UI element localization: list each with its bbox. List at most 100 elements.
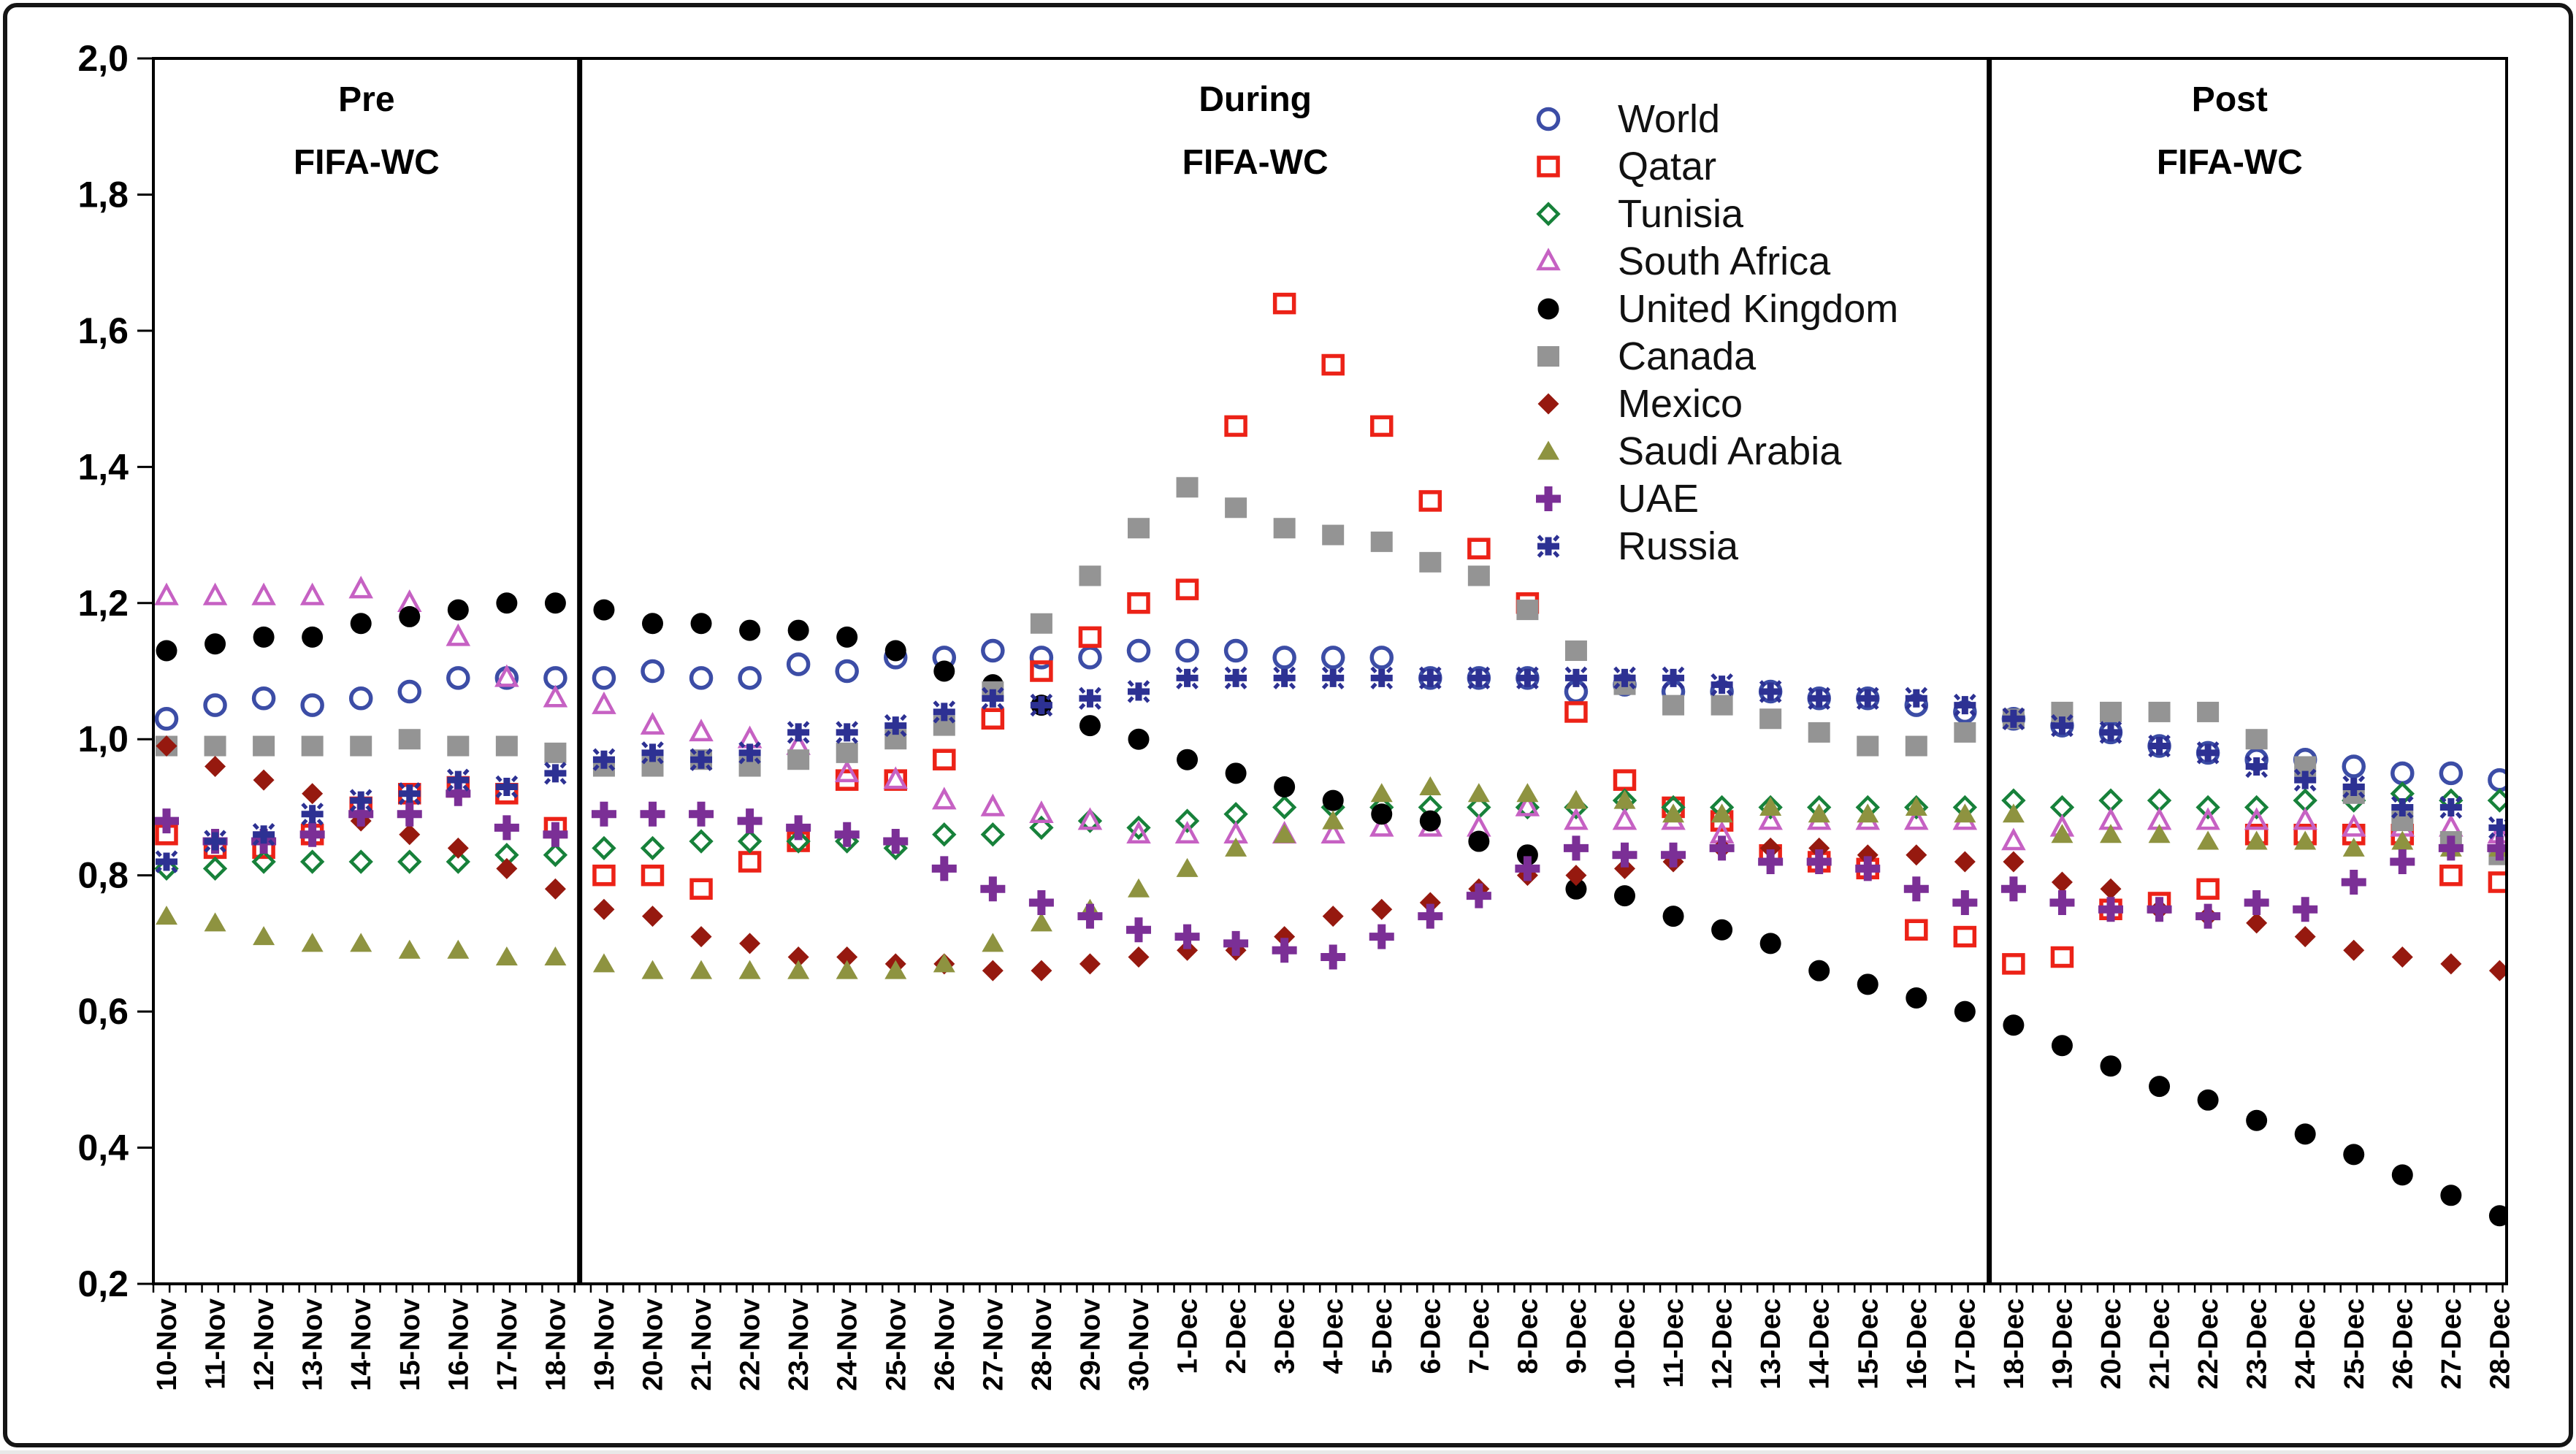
y-axis-label-0,4: 0,4	[77, 1128, 129, 1168]
marker-world-28-Nov	[1029, 646, 1054, 670]
x-axis-label-22-Dec: 22-Dec	[2193, 1298, 2224, 1390]
x-axis-label-26-Dec: 26-Dec	[2388, 1298, 2418, 1390]
marker-russia-25-Nov	[884, 713, 907, 738]
marker-south-africa-18-Nov	[543, 684, 568, 708]
marker-south-africa-24-Dec	[2293, 807, 2317, 830]
marker-tunisia-16-Nov	[446, 849, 470, 874]
marker-russia-2-Dec	[1224, 666, 1247, 690]
marker-tunisia-26-Nov	[932, 822, 957, 847]
marker-united-kingdom-18-Nov	[544, 592, 566, 614]
marker-world-27-Dec	[2439, 761, 2464, 786]
marker-russia-19-Nov	[592, 748, 616, 771]
marker-united-kingdom-14-Dec	[1808, 960, 1830, 982]
marker-qatar-1-Dec	[1175, 578, 1199, 600]
marker-south-africa-9-Dec	[1564, 807, 1589, 830]
x-axis-label-1-Dec: 1-Dec	[1173, 1298, 1204, 1374]
marker-qatar-28-Nov	[1030, 660, 1053, 682]
marker-canada-11-Dec	[1662, 695, 1685, 716]
marker-russia-26-Dec	[2390, 795, 2414, 819]
marker-uae-29-Nov	[1077, 903, 1103, 929]
x-axis-label-17-Dec: 17-Dec	[1950, 1298, 1981, 1390]
marker-world-1-Dec	[1175, 638, 1199, 663]
marker-qatar-4-Dec	[1321, 353, 1345, 376]
x-axis-label-23-Nov: 23-Nov	[784, 1298, 814, 1391]
x-axis-label-27-Dec: 27-Dec	[2437, 1298, 2467, 1390]
marker-qatar-7-Dec	[1467, 537, 1491, 559]
marker-saudi-arabia-22-Dec	[2197, 830, 2220, 850]
phase-label-line2: FIFA-WC	[1182, 143, 1329, 182]
marker-saudi-arabia-27-Nov	[982, 933, 1004, 952]
marker-canada-15-Dec	[1857, 735, 1879, 757]
marker-uae-13-Nov	[299, 822, 325, 847]
marker-united-kingdom-19-Dec	[2051, 1035, 2073, 1057]
marker-south-africa-1-Dec	[1174, 821, 1200, 843]
marker-mexico-16-Dec	[1906, 844, 1927, 866]
marker-uae-18-Nov	[543, 822, 568, 847]
x-axis-label-28-Nov: 28-Nov	[1027, 1298, 1058, 1391]
marker-tunisia-3-Dec	[1272, 795, 1297, 820]
marker-russia-13-Dec	[1759, 680, 1782, 703]
legend-label-canada: Canada	[1618, 334, 1757, 378]
legend-item-united-kingdom: United Kingdom	[1537, 287, 1898, 331]
marker-saudi-arabia-17-Nov	[495, 946, 518, 966]
marker-saudi-arabia-10-Dec	[1613, 789, 1636, 809]
marker-world-13-Nov	[300, 693, 324, 717]
marker-canada-14-Dec	[1808, 722, 1830, 743]
marker-qatar-22-Dec	[2196, 878, 2220, 900]
marker-united-kingdom-12-Dec	[1711, 919, 1733, 941]
y-axis-label-0,6: 0,6	[77, 991, 129, 1032]
marker-world-25-Dec	[2342, 754, 2366, 778]
marker-canada-20-Dec	[2100, 701, 2122, 722]
marker-qatar-18-Dec	[2002, 953, 2025, 975]
marker-tunisia-29-Nov	[1077, 808, 1103, 833]
y-axis-label-1,4: 1,4	[77, 446, 129, 487]
marker-canada-1-Dec	[1176, 477, 1199, 498]
marker-united-kingdom-24-Nov	[836, 626, 858, 648]
marker-saudi-arabia-30-Nov	[1128, 878, 1150, 898]
marker-united-kingdom-21-Dec	[2149, 1076, 2171, 1098]
marker-world-19-Nov	[592, 666, 616, 690]
marker-world-21-Nov	[689, 666, 714, 690]
marker-tunisia-22-Nov	[737, 829, 763, 854]
x-axis-label-22-Nov: 22-Nov	[735, 1298, 766, 1391]
marker-russia-6-Dec	[1418, 666, 1442, 690]
marker-russia-14-Dec	[1808, 686, 1831, 710]
marker-united-kingdom-3-Dec	[1274, 776, 1296, 797]
marker-russia-7-Dec	[1467, 666, 1491, 690]
y-axis-label-1,6: 1,6	[77, 310, 129, 351]
marker-saudi-arabia-12-Dec	[1711, 803, 1733, 823]
marker-russia-21-Dec	[2148, 734, 2171, 758]
marker-mexico-29-Nov	[1079, 953, 1101, 975]
marker-world-30-Nov	[1126, 638, 1151, 663]
marker-saudi-arabia-18-Dec	[2002, 803, 2025, 823]
x-axis-label-20-Nov: 20-Nov	[638, 1298, 669, 1391]
marker-saudi-arabia-8-Dec	[1516, 783, 1539, 803]
x-axis-label-19-Dec: 19-Dec	[2047, 1298, 2078, 1390]
marker-canada-8-Dec	[1516, 600, 1539, 621]
marker-tunisia-19-Nov	[592, 835, 616, 861]
marker-south-africa-25-Nov	[883, 766, 909, 789]
marker-saudi-arabia-17-Dec	[1954, 803, 1976, 823]
marker-canada-12-Dec	[1711, 695, 1733, 716]
marker-canada-4-Dec	[1322, 524, 1345, 546]
marker-russia-24-Dec	[2293, 768, 2317, 792]
data-marker-layer	[155, 292, 2505, 1227]
marker-saudi-arabia-7-Dec	[1467, 783, 1490, 803]
marker-tunisia-28-Dec	[2487, 788, 2505, 813]
marker-south-africa-10-Dec	[1612, 807, 1637, 830]
marker-russia-12-Nov	[252, 823, 275, 846]
marker-russia-15-Nov	[398, 782, 421, 806]
legend-label-uae: UAE	[1618, 477, 1699, 521]
marker-south-africa-22-Dec	[2195, 807, 2220, 830]
marker-united-kingdom-13-Dec	[1759, 933, 1781, 954]
marker-qatar-20-Nov	[641, 864, 665, 887]
marker-saudi-arabia-22-Nov	[738, 960, 761, 979]
marker-russia-18-Dec	[2002, 707, 2025, 730]
marker-united-kingdom-1-Dec	[1177, 749, 1199, 770]
marker-united-kingdom-30-Nov	[1128, 728, 1150, 750]
x-axis-label-3-Dec: 3-Dec	[1270, 1298, 1301, 1374]
marker-mexico-14-Dec	[1808, 837, 1830, 859]
marker-united-kingdom-15-Dec	[1857, 973, 1879, 995]
marker-tunisia-20-Nov	[640, 835, 665, 861]
